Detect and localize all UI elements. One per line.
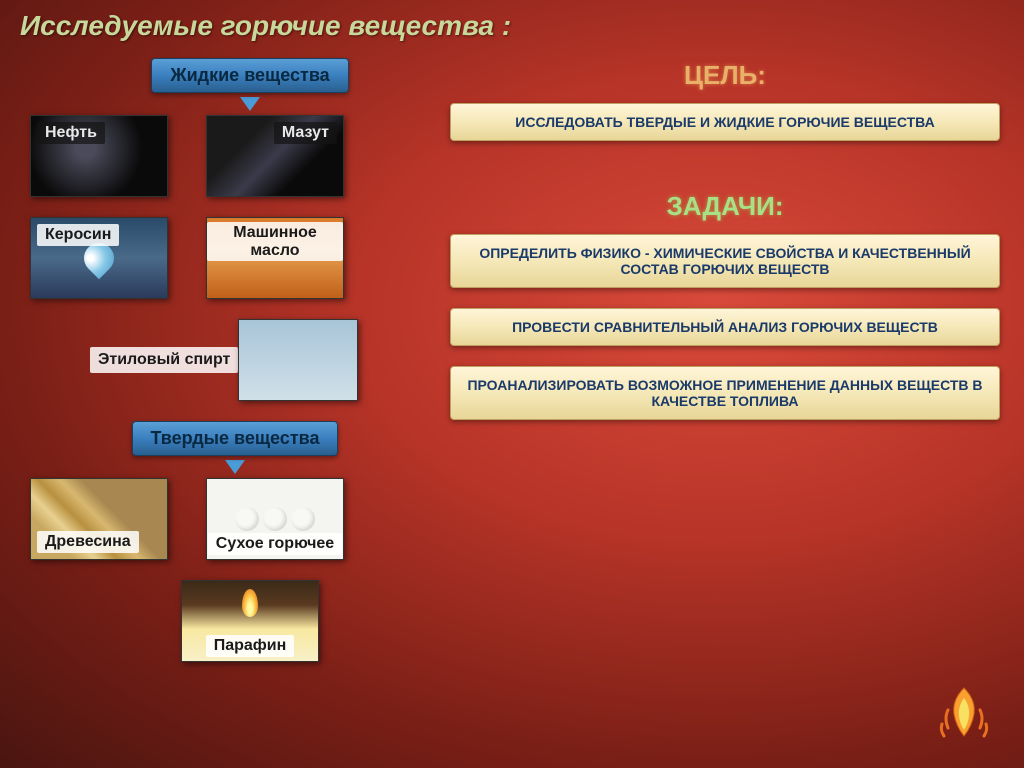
solid-section-header: Твердые вещества [132,421,339,456]
arrow-down-icon [225,460,245,474]
card-mazut: Мазут [206,115,344,197]
slide-title: Исследуемые горючие вещества : [20,10,511,42]
tasks-heading: ЗАДАЧИ: [450,191,1000,222]
liquid-row-2: Керосин Машинное масло [30,217,430,299]
label-wood: Древесина [37,531,139,553]
task-item: ОПРЕДЕЛИТЬ ФИЗИКО - ХИМИЧЕСКИЕ СВОЙСТВА … [450,234,1000,288]
label-machine-oil: Машинное масло [207,222,343,261]
goal-heading: ЦЕЛЬ: [450,60,1000,91]
card-dry-fuel: Сухое горючее [206,478,344,560]
card-oil: Нефть [30,115,168,197]
label-mazut: Мазут [274,122,337,144]
card-machine-oil: Машинное масло [206,217,344,299]
task-item: ПРОВЕСТИ СРАВНИТЕЛЬНЫЙ АНАЛИЗ ГОРЮЧИХ ВЕ… [450,308,1000,346]
solid-row-1: Древесина Сухое горючее [30,478,430,560]
liquid-section-header: Жидкие вещества [151,58,348,93]
label-paraffin: Парафин [206,635,295,657]
pills-icon [235,507,315,531]
card-ethanol [238,319,358,401]
solid-row-2: Парафин [70,580,430,662]
liquid-row-3: Этиловый спирт [90,319,430,401]
right-column: ЦЕЛЬ: ИССЛЕДОВАТЬ ТВЕРДЫЕ И ЖИДКИЕ ГОРЮЧ… [450,60,1000,440]
card-paraffin: Парафин [181,580,319,662]
label-dry-fuel: Сухое горючее [208,533,342,555]
label-oil: Нефть [37,122,105,144]
task-item: ПРОАНАЛИЗИРОВАТЬ ВОЗМОЖНОЕ ПРИМЕНЕНИЕ ДА… [450,366,1000,420]
label-ethanol: Этиловый спирт [90,347,238,373]
arrow-down-icon [240,97,260,111]
flame-svg [932,680,996,744]
left-column: Жидкие вещества Нефть Мазут Керосин Маши… [30,58,430,682]
card-wood: Древесина [30,478,168,560]
goal-text: ИССЛЕДОВАТЬ ТВЕРДЫЕ И ЖИДКИЕ ГОРЮЧИЕ ВЕЩ… [450,103,1000,141]
label-kerosene: Керосин [37,224,119,246]
candle-flame-icon [242,589,258,617]
card-kerosene: Керосин [30,217,168,299]
flame-nav-icon[interactable] [932,680,996,744]
liquid-row-1: Нефть Мазут [30,115,430,197]
